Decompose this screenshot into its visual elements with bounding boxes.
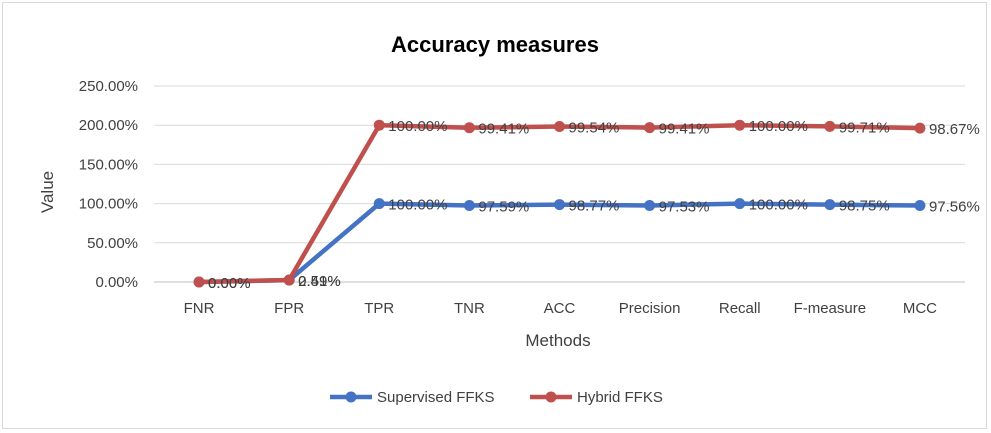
data-point [373,119,385,131]
y-tick-label: 0.00% [95,274,138,291]
data-label: 97.59% [478,198,529,215]
data-point [914,122,926,134]
data-label: 99.54% [569,120,620,137]
legend-marker [345,391,357,403]
data-point [644,122,656,134]
x-tick-label: Precision [619,300,681,317]
data-label: 100.00% [388,118,447,135]
data-point [734,119,746,131]
data-point [824,120,836,132]
data-label: 97.53% [659,199,710,216]
data-label: 98.75% [839,198,890,215]
y-axis-title: Value [38,171,57,213]
x-tick-label: MCC [903,300,937,317]
x-tick-label: TPR [364,300,394,317]
data-label: 99.41% [659,121,710,138]
y-tick-label: 200.00% [79,117,138,134]
y-tick-label: 150.00% [79,156,138,173]
x-tick-label: ACC [544,300,576,317]
legend-label: Hybrid FFKS [577,389,663,406]
y-axis-ticks: 0.00% 50.00% 100.00% 150.00% 200.00% 250.00% [79,78,138,291]
x-tick-label: F-measure [794,300,867,317]
data-point [734,198,746,210]
data-point [644,200,656,212]
data-label: 100.00% [388,197,447,214]
data-point [373,198,385,210]
legend-marker [545,391,557,403]
x-tick-label: FNR [184,300,215,317]
data-label: 99.41% [478,121,529,138]
chart-title: Accuracy measures [391,32,599,57]
data-label: 98.77% [569,198,620,215]
gridlines [154,85,965,283]
x-tick-label: Recall [719,300,761,317]
data-point [283,274,295,286]
data-label: 99.71% [839,119,890,136]
y-tick-label: 50.00% [87,235,138,252]
data-point [463,122,475,134]
data-label: 0.00% [208,275,251,292]
data-label: 100.00% [749,118,808,135]
x-tick-label: TNR [454,300,485,317]
data-labels: 0.00% 2.41% 100.00% 97.59% 98.77% 97.53% 100.0… [208,118,980,292]
series-layer [193,119,926,288]
data-point [824,199,836,211]
data-label: 100.00% [749,197,808,214]
y-tick-label: 250.00% [79,78,138,95]
data-label: 98.67% [929,121,980,138]
y-tick-label: 100.00% [79,196,138,213]
data-label: 0.00% [208,275,251,292]
x-tick-label: FPR [274,300,304,317]
data-label: 97.56% [929,199,980,216]
x-axis-ticks: FNR FPR TPR TNR ACC Precision Recall F-measure M… [184,300,938,317]
x-axis-title: Methods [525,331,590,350]
data-point [463,199,475,211]
data-point [914,200,926,212]
legend-label: Supervised FFKS [377,389,495,406]
data-point [554,199,565,211]
data-point [193,276,205,288]
legend: Supervised FFKS Hybrid FFKS [330,389,663,406]
data-point [554,121,565,133]
data-label: 0.59% [298,273,341,290]
data-label: 2.41% [298,273,341,290]
